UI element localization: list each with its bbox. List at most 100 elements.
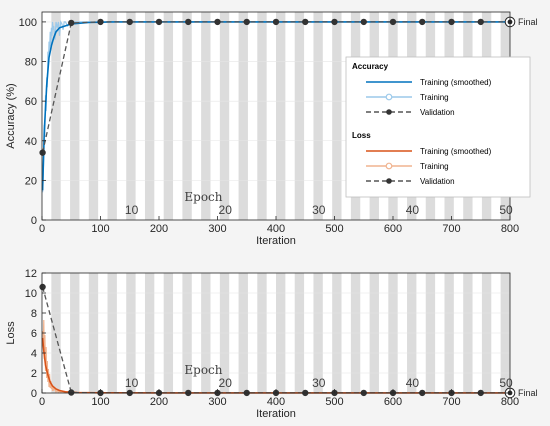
epoch-band [276,12,286,220]
legend-entry-training-smoothed: Training (smoothed) [420,78,492,87]
epoch-label: 20 [219,376,233,390]
epoch-band [51,12,61,220]
legend-entry-validation: Validation [420,108,455,117]
y-tick-label: 0 [31,388,37,400]
legend-marker [385,162,393,170]
legend-box [345,56,531,198]
x-tick-label: 100 [91,396,109,408]
legend-marker [385,93,393,101]
epoch-band [107,12,117,220]
x-tick-label: 700 [442,396,460,408]
validation-point [39,149,46,156]
epoch-band [332,12,342,220]
x-tick-label: 200 [150,396,168,408]
x-tick-label: 400 [267,223,285,235]
x-tick-label: 800 [501,223,519,235]
validation-point [214,18,221,26]
y-tick-label: 80 [25,57,37,69]
final-label: Final [518,388,538,398]
validation-point [302,18,309,26]
x-tick-label: 300 [208,396,226,408]
final-label: Final [518,17,538,27]
legend-group-title-loss: Loss [352,131,371,140]
x-tick-label: 0 [39,223,45,235]
y-tick-label: 8 [31,308,37,320]
epoch-label: 30 [312,376,326,390]
x-tick-label: 500 [325,396,343,408]
epoch-label: 10 [125,376,139,390]
validation-point [272,18,280,26]
epoch-label: 10 [125,203,139,217]
legend-entry-validation: Validation [420,177,455,186]
y-axis-title: Accuracy (%) [5,83,17,148]
y-tick-label: 100 [19,17,37,29]
x-axis-title: Iteration [256,235,296,247]
x-tick-label: 800 [501,396,519,408]
epoch-band [257,12,267,220]
legend-marker [386,109,392,115]
validation-point [389,18,397,26]
y-tick-label: 0 [31,215,37,227]
y-tick-label: 60 [25,96,37,108]
validation-point [97,18,104,26]
validation-point [155,18,163,26]
epoch-band [313,12,323,220]
epoch-band [201,12,211,220]
x-axis-title: Iteration [256,408,296,420]
validation-point [243,18,250,26]
y-tick-label: 20 [25,175,37,187]
validation-point [477,18,484,26]
legend-entry-training: Training [420,93,449,102]
epoch-band [182,12,192,220]
x-tick-label: 200 [150,223,168,235]
epoch-band [294,12,305,220]
validation-point [185,18,192,26]
epoch-axis-title: Epoch [184,190,222,204]
epoch-label: 20 [219,203,233,217]
legend-entry-training-smoothed: Training (smoothed) [420,147,492,156]
epoch-band [144,12,155,220]
x-tick-label: 0 [39,396,45,408]
x-tick-label: 400 [267,396,285,408]
y-tick-label: 12 [25,268,37,280]
epoch-axis-title: Epoch [184,363,222,377]
validation-point [39,283,46,291]
validation-point [126,18,133,26]
epoch-band [70,12,80,220]
series-layer: Final [39,16,538,193]
y-axis-title: Loss [5,321,17,345]
validation-point [68,389,75,396]
y-tick-label: 10 [25,288,37,300]
x-tick-label: 700 [442,223,460,235]
legend-entry-training: Training [420,162,449,171]
y-tick-label: 6 [31,328,37,340]
x-tick-label: 500 [325,223,343,235]
epoch-band [219,12,230,220]
validation-point [68,19,75,27]
validation-point [331,18,338,26]
epoch-band [126,12,136,220]
x-tick-label: 300 [208,223,226,235]
epoch-band [88,12,99,220]
epoch-band [238,12,248,220]
y-tick-label: 2 [31,368,37,380]
epoch-label: 50 [499,376,513,390]
epoch-label: 40 [406,203,420,217]
x-tick-label: 100 [91,223,109,235]
validation-point [360,18,367,26]
y-tick-label: 40 [25,136,37,148]
validation-point [448,18,455,26]
validation-point [419,18,426,26]
legend-marker [386,178,392,184]
x-tick-label: 600 [384,223,402,235]
x-tick-label: 600 [384,396,402,408]
legend-group-title-accuracy: Accuracy [352,62,389,71]
epoch-band [163,12,174,220]
epoch-label: 30 [312,203,326,217]
epoch-label: 40 [406,376,420,390]
legend: Accuracy Training (smoothed) Training Valid… [345,56,531,198]
